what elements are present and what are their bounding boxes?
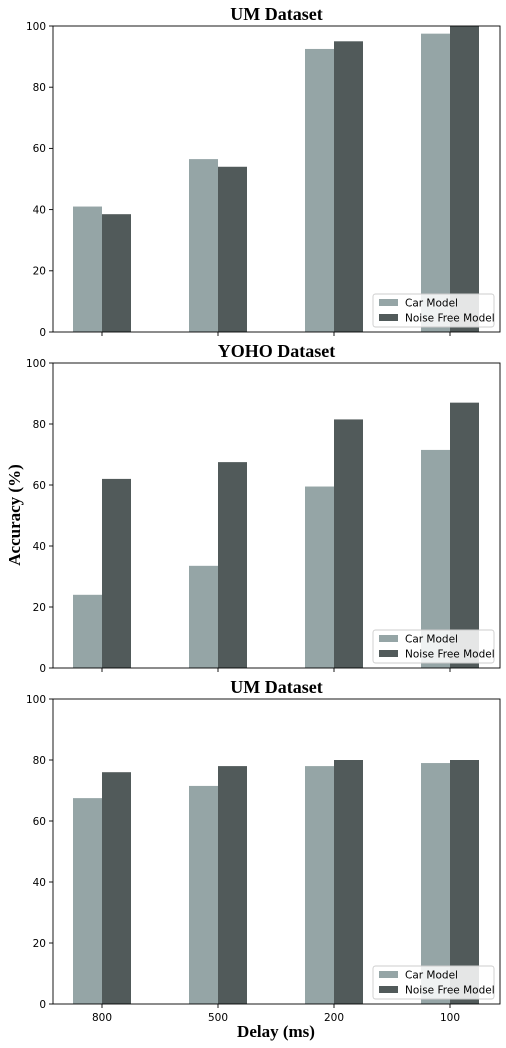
bar-noise-free-model-200 (334, 760, 363, 1004)
y-tick-label: 60 (33, 143, 46, 155)
y-tick-label: 80 (33, 755, 46, 767)
bar-noise-free-model-800 (102, 478, 131, 668)
y-tick-label: 100 (26, 694, 46, 706)
bar-car-model-100 (421, 763, 450, 1004)
y-tick-label: 40 (33, 877, 46, 889)
plot-frame (52, 698, 501, 1005)
y-tick-label: 100 (26, 358, 46, 370)
legend-swatch (379, 314, 398, 321)
y-tick-label: 80 (33, 82, 46, 94)
legend: Car Model Noise Free Model (372, 629, 495, 664)
bar-car-model-500 (189, 565, 218, 668)
x-tick-label: 500 (208, 1012, 228, 1024)
legend-entry: Car Model (405, 634, 458, 646)
bar-car-model-800 (73, 594, 102, 668)
bar-car-model-500 (189, 159, 218, 332)
panels: UM Dataset 0 20 40 60 80 100 Car Model Noise Fre… (26, 4, 501, 1024)
bar-noise-free-model-200 (334, 41, 363, 333)
bar-noise-free-model-500 (218, 766, 247, 1004)
legend-entry: Noise Free Model (405, 313, 495, 325)
legend-swatch (379, 971, 398, 978)
legend-entry: Car Model (405, 298, 458, 310)
legend-entry: Car Model (405, 970, 458, 982)
chart-panel-3: UM Dataset 0 20 40 60 80 100 800 500 200 100 Car Mo… (26, 677, 501, 1024)
chart-title: YOHO Dataset (218, 341, 335, 361)
legend-swatch (379, 986, 398, 993)
chart-title: UM Dataset (230, 677, 322, 697)
y-tick-label: 60 (33, 480, 46, 492)
y-tick-label: 0 (39, 663, 46, 675)
bar-car-model-200 (305, 486, 334, 668)
bar-car-model-500 (189, 785, 218, 1004)
bar-noise-free-model-200 (334, 419, 363, 668)
bar-noise-free-model-500 (218, 462, 247, 668)
legend-box (372, 629, 495, 664)
bar-noise-free-model-500 (218, 166, 247, 332)
legend: Car Model Noise Free Model (372, 965, 495, 1000)
chart-title: UM Dataset (230, 4, 322, 24)
plot-frame (52, 25, 501, 333)
y-tick-label: 60 (33, 816, 46, 828)
y-tick-label: 100 (26, 21, 46, 33)
y-tick-label: 80 (33, 419, 46, 431)
x-tick-label: 100 (440, 1012, 460, 1024)
x-axis-label: Delay (ms) (237, 1022, 315, 1041)
legend-swatch (379, 299, 398, 306)
bar-car-model-100 (421, 33, 450, 333)
bar-noise-free-model-100 (450, 402, 479, 668)
y-tick-label: 40 (33, 541, 46, 553)
y-tick-label: 20 (33, 938, 46, 950)
legend-box (372, 965, 495, 1000)
bar-noise-free-model-800 (102, 214, 131, 332)
legend-swatch (379, 650, 398, 657)
bar-car-model-800 (73, 798, 102, 1004)
bar-noise-free-model-100 (450, 760, 479, 1004)
bar-car-model-200 (305, 766, 334, 1004)
plot-frame (52, 362, 501, 669)
y-tick-label: 0 (39, 327, 46, 339)
legend-entry: Noise Free Model (405, 985, 495, 997)
bar-noise-free-model-100 (450, 26, 479, 332)
bar-noise-free-model-800 (102, 772, 131, 1004)
y-tick-label: 20 (33, 266, 46, 278)
chart-panel-1: UM Dataset 0 20 40 60 80 100 Car Model Noise Fre… (26, 4, 501, 339)
legend-swatch (379, 635, 398, 642)
bar-car-model-800 (73, 206, 102, 332)
y-tick-label: 20 (33, 602, 46, 614)
x-tick-label: 200 (324, 1012, 344, 1024)
bar-car-model-200 (305, 48, 334, 332)
y-axis-label: Accuracy (%) (5, 464, 24, 566)
y-tick-label: 40 (33, 204, 46, 216)
x-tick-label: 800 (92, 1012, 112, 1024)
legend: Car Model Noise Free Model (372, 293, 495, 328)
chart-panel-2: YOHO Dataset 0 20 40 60 80 100 Car Model Noise F… (26, 341, 501, 675)
legend-entry: Noise Free Model (405, 649, 495, 661)
y-tick-label: 0 (39, 999, 46, 1011)
legend-box (372, 293, 495, 328)
